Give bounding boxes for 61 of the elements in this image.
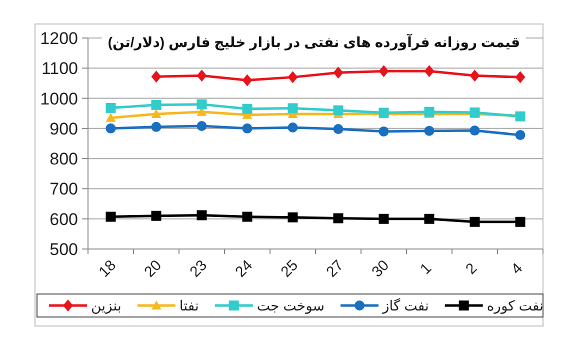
point	[515, 216, 526, 227]
x-tick-label: 4	[508, 260, 526, 278]
x-tick-label: 30	[368, 256, 392, 281]
legend-label: سوخت جت	[256, 298, 325, 314]
legend-label: نفت گاز	[382, 298, 429, 314]
y-tick-label: 1000	[40, 89, 78, 108]
point	[106, 123, 116, 134]
point	[151, 70, 162, 83]
y-tick-label: 1100	[41, 59, 78, 78]
y-tick-label: 900	[50, 119, 78, 138]
point	[151, 122, 162, 132]
x-tick-label: 2	[462, 260, 481, 278]
y-tick-label: 500	[50, 240, 78, 259]
point	[333, 105, 344, 116]
chart-title: قیمت روزانه فرآورده های نفتی در بازار خلیج فارس (دلار/تن)	[108, 33, 520, 51]
point	[106, 112, 116, 122]
point	[378, 65, 389, 78]
point	[378, 214, 389, 224]
point	[196, 99, 207, 110]
y-tick-label: 800	[50, 150, 78, 169]
point	[151, 210, 162, 221]
legend-label: بنزین	[91, 298, 122, 314]
point	[333, 66, 344, 79]
x-tick-label: 18	[96, 256, 120, 281]
y-tick-label: 700	[50, 180, 78, 199]
point	[515, 130, 526, 140]
legend-label: نفتا	[179, 298, 199, 314]
point	[242, 74, 252, 86]
point	[333, 213, 344, 224]
point	[470, 70, 480, 82]
point	[106, 212, 116, 222]
y-tick-label: 1200	[40, 29, 78, 48]
point	[242, 104, 252, 114]
point	[515, 71, 526, 84]
point	[424, 65, 434, 78]
x-tick-label: 24	[232, 256, 256, 281]
x-tick-label: 20	[141, 256, 165, 281]
x-tick-label: 27	[323, 256, 347, 281]
point	[196, 70, 207, 82]
legend-label: نفت کوره	[486, 298, 544, 314]
point	[242, 212, 252, 222]
point	[151, 108, 162, 118]
x-tick-label: 23	[186, 256, 210, 281]
point	[151, 100, 162, 110]
point	[288, 103, 298, 114]
point	[288, 71, 298, 84]
point	[470, 216, 480, 227]
point	[424, 214, 434, 224]
point	[470, 126, 480, 136]
point	[333, 124, 344, 134]
y-tick-label: 600	[50, 210, 78, 229]
point	[424, 126, 434, 136]
point	[196, 121, 207, 132]
point	[288, 212, 298, 222]
point	[378, 126, 389, 136]
point	[242, 123, 252, 134]
point	[196, 210, 207, 220]
point	[288, 122, 298, 133]
point	[106, 102, 116, 113]
x-tick-label: 1	[417, 260, 436, 278]
x-tick-label: 25	[278, 256, 302, 281]
